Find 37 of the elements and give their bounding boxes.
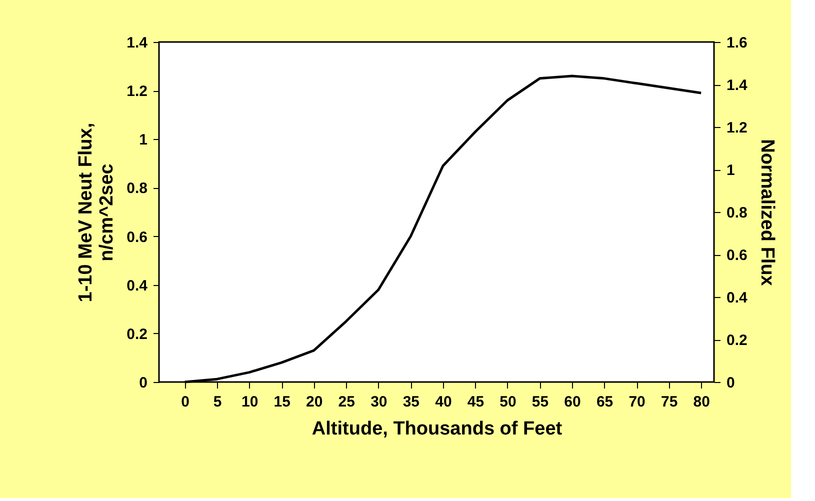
x-tick-label: 50: [500, 394, 516, 410]
x-tick-label: 5: [213, 394, 222, 410]
y2-tick-label: 1.2: [726, 120, 748, 136]
x-tick-label: 60: [564, 394, 581, 410]
x-tick-label: 20: [306, 394, 323, 410]
x-tick-label: 40: [435, 394, 452, 410]
y-tick-label: 0.2: [126, 326, 148, 343]
y-axis-title: 1-10 MeV Neut Flux, n/cm^2sec: [76, 122, 118, 302]
x-tick-label: 35: [402, 394, 420, 410]
y-tick-label: 1: [139, 132, 148, 149]
x-tick-label: 10: [242, 394, 258, 410]
x-tick-label: 65: [596, 394, 614, 410]
y-tick-label: 0.4: [126, 277, 148, 294]
x-axis-title: Altitude, Thousands of Feet: [312, 418, 563, 440]
x-tick-label: 55: [532, 394, 549, 410]
x-tick-label: 30: [370, 394, 388, 410]
y2-tick-label: 0.6: [726, 247, 748, 264]
x-tick-label: 75: [660, 394, 678, 410]
y2-tick-label: 0: [726, 374, 735, 392]
x-tick-label: 80: [693, 394, 710, 410]
x-tick-label: 25: [338, 394, 355, 410]
y2-axis-title: Normalized Flux: [756, 139, 778, 286]
x-tick-label: 15: [274, 394, 290, 410]
y2-tick-label: 0.8: [726, 204, 748, 222]
x-tick-label: 70: [628, 394, 646, 410]
y2-tick-label: 1.4: [726, 77, 748, 94]
x-tick-label: 0: [181, 394, 190, 410]
y2-tick-label: 1.6: [726, 34, 748, 52]
y-tick-label: 0: [139, 374, 148, 392]
x-tick-label: 45: [467, 394, 484, 410]
y2-tick-label: 1: [726, 162, 735, 179]
y2-tick-label: 0.2: [726, 332, 748, 349]
y-tick-label: 0.6: [126, 228, 148, 246]
y-tick-label: 0.8: [126, 180, 148, 198]
y2-tick-label: 0.4: [726, 290, 748, 306]
y-tick-label: 1.2: [126, 83, 148, 100]
y-tick-label: 1.4: [126, 34, 148, 52]
